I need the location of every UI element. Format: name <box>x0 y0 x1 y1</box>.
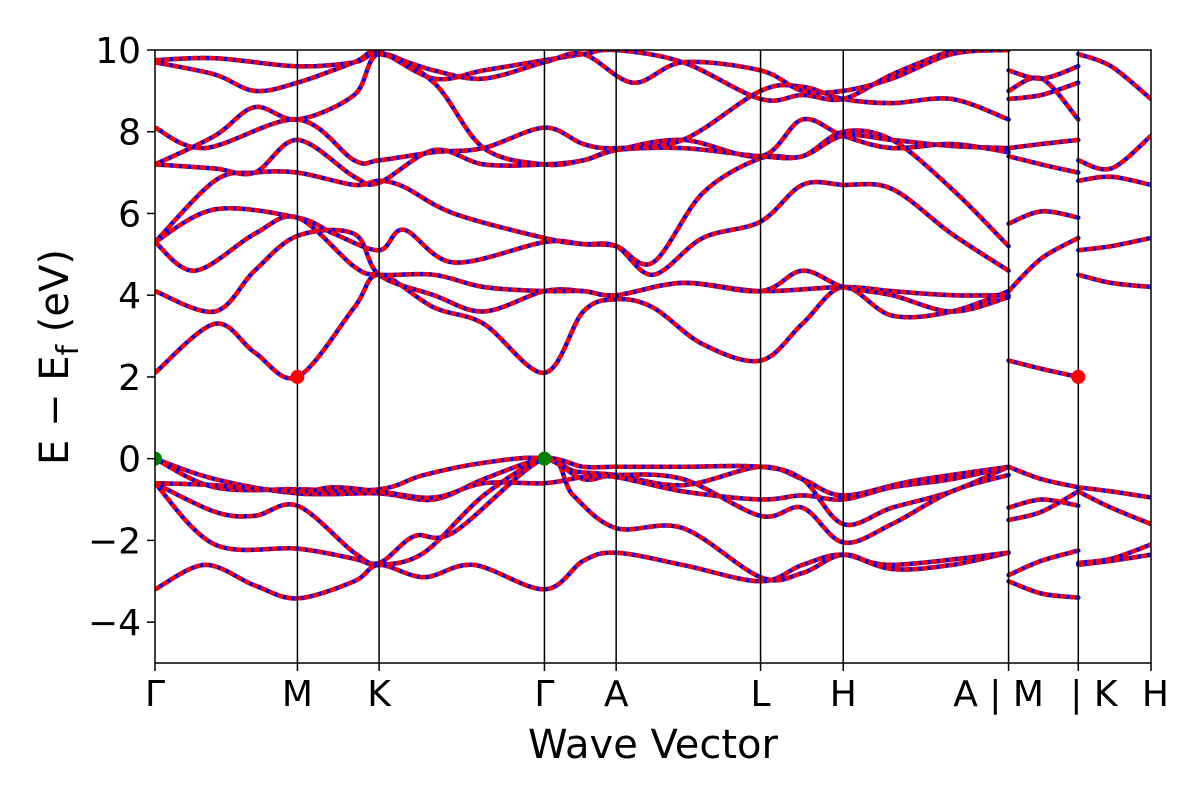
band-line-red <box>155 116 1009 187</box>
band-line-blue <box>1006 358 1081 380</box>
band-line-red <box>1007 209 1079 226</box>
x-tick-label: A <box>604 674 629 715</box>
band-edge-markers <box>155 369 1086 466</box>
y-axis: −4 −2 0 2 4 6 8 10 <box>88 31 155 644</box>
band-line <box>1076 552 1151 568</box>
band-line <box>1006 489 1081 523</box>
band-line-red <box>155 455 1010 546</box>
y-axis-title: E − Ef (eV) <box>32 249 86 465</box>
vbm-marker <box>537 451 552 466</box>
band-line <box>155 50 1011 96</box>
band-line-blue <box>1006 137 1081 151</box>
band-line-red <box>1078 542 1151 566</box>
y-tick-label: 0 <box>118 440 141 481</box>
band-line-red <box>155 455 1009 583</box>
band-line-red <box>155 82 1010 166</box>
x-tick-label: M <box>282 674 313 715</box>
band-line <box>1076 133 1151 172</box>
plot-frame <box>154 49 1152 664</box>
x-tick-label: H <box>830 674 857 715</box>
band-line-red <box>1077 134 1151 172</box>
band-line-red <box>1007 64 1080 81</box>
band-line-red <box>1078 485 1151 500</box>
band-line-blue <box>1006 497 1081 510</box>
x-tick-label: A | M <box>953 674 1044 715</box>
band-line-red <box>155 456 1010 528</box>
high-symmetry-lines <box>296 50 1080 663</box>
band-line-red <box>1008 80 1080 102</box>
band-line <box>155 214 1011 314</box>
x-tick-label: Γ <box>145 674 165 715</box>
band-line <box>1006 235 1081 294</box>
x-tick-label: Γ <box>534 674 554 715</box>
band-line-red <box>155 50 1009 96</box>
y-axis-title-main: E − E <box>32 355 78 465</box>
vbm-marker <box>155 451 162 466</box>
x-tick-label: H <box>1142 674 1169 715</box>
band-line <box>1006 579 1081 600</box>
band-line-red <box>1007 464 1079 490</box>
band-line <box>1076 489 1151 527</box>
band-line-blue <box>155 214 1011 314</box>
y-tick-label: 4 <box>118 276 141 317</box>
y-tick-label: −4 <box>88 603 141 644</box>
y-axis-title-unit: (eV) <box>32 249 78 345</box>
y-tick-label: 6 <box>118 194 141 235</box>
band-line <box>1006 548 1081 578</box>
cbm-marker <box>1071 369 1086 384</box>
y-tick-label: 2 <box>118 358 141 399</box>
band-line <box>155 550 1011 601</box>
band-line <box>1006 464 1081 490</box>
band-line <box>1076 174 1151 188</box>
band-line <box>1076 272 1151 290</box>
band-line-red <box>1077 174 1151 188</box>
band-line-red <box>155 214 1010 314</box>
band-line-blue <box>1006 154 1081 175</box>
band-line-red <box>1077 272 1151 290</box>
band-line-red <box>1006 236 1080 293</box>
band-line <box>155 179 1011 278</box>
band-line <box>155 464 1011 502</box>
x-tick-label: L <box>751 674 771 715</box>
band-line <box>1006 154 1081 175</box>
y-tick-label: 10 <box>95 31 141 72</box>
x-axis-title: Wave Vector <box>528 722 779 768</box>
y-axis-title-sub: f <box>51 343 86 355</box>
band-line-blue <box>155 179 1011 278</box>
band-line-red <box>1078 235 1151 253</box>
band-line-blue <box>155 116 1011 187</box>
band-line <box>155 456 1011 528</box>
x-tick-label: K <box>367 674 392 715</box>
x-axis: Γ M K Γ A L H A | M | K H <box>145 663 1169 715</box>
band-line <box>1006 497 1081 510</box>
band-line <box>1006 137 1081 151</box>
band-line <box>1076 51 1151 102</box>
y-tick-label: −2 <box>88 521 141 562</box>
band-line-blue <box>155 550 1011 601</box>
band-line-red <box>155 128 1011 267</box>
band-line <box>1006 80 1081 102</box>
band-line-red <box>1078 552 1151 568</box>
cbm-marker <box>290 369 305 384</box>
band-line <box>1076 235 1151 253</box>
band-line <box>1006 358 1081 380</box>
band-line-red <box>1007 579 1079 600</box>
band-line <box>1006 209 1081 226</box>
band-line-red <box>1077 489 1151 527</box>
band-lines <box>155 50 1151 601</box>
band-line-red <box>1077 51 1151 101</box>
band-line-blue <box>155 82 1011 166</box>
band-line <box>1076 485 1151 500</box>
y-tick-label: 8 <box>118 113 141 154</box>
band-line <box>1006 64 1081 81</box>
band-line <box>155 82 1011 166</box>
band-line-red <box>1008 489 1080 523</box>
x-tick-label: | K <box>1070 674 1119 715</box>
band-line <box>155 116 1011 187</box>
band-line-red <box>1007 548 1079 578</box>
band-line-red <box>155 464 1010 502</box>
band-line-red <box>155 179 1010 278</box>
